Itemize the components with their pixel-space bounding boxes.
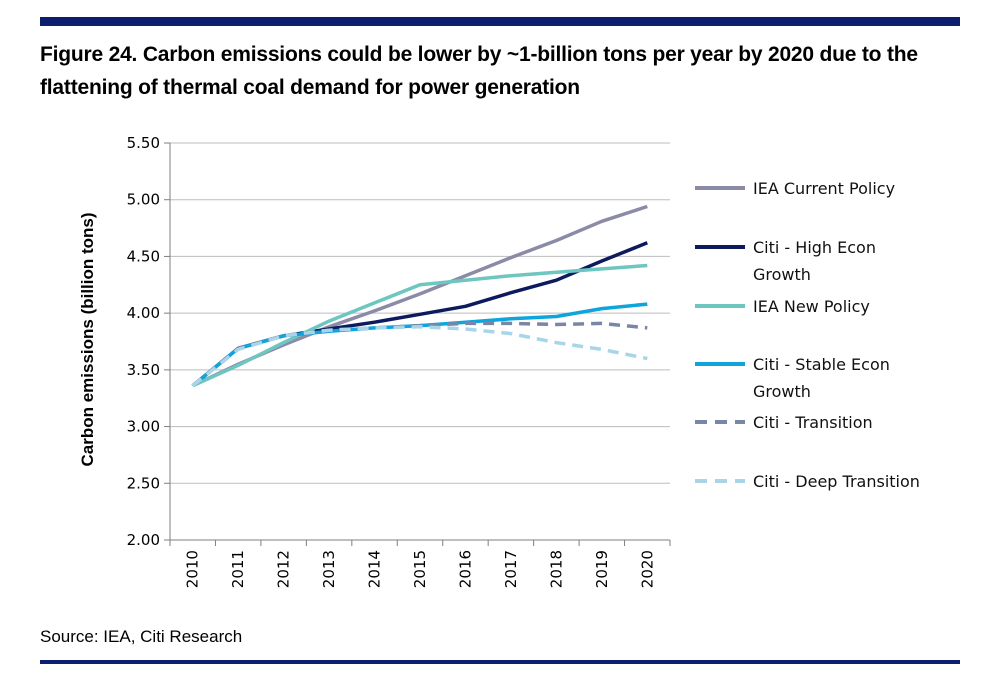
y-tick-label: 2.00 [127,531,160,549]
series-line [191,263,648,388]
legend-label: IEA Current Policy [753,179,895,198]
source-note: Source: IEA, Citi Research [40,627,243,646]
series-line [191,325,648,388]
y-tick-label: 3.00 [127,418,160,436]
x-tick-label: 2014 [366,550,384,588]
x-tick-label: 2017 [502,550,520,588]
y-tick-label: 4.50 [127,247,160,265]
figure-title: Figure 24. Carbon emissions could be low… [40,43,918,99]
legend-label: Growth [753,382,811,401]
bottom-rule [40,660,960,664]
x-tick-label: 2012 [275,550,293,588]
y-tick-label: 5.50 [127,134,160,152]
x-tick-label: 2018 [547,550,565,588]
y-tick-label: 5.00 [127,191,160,209]
y-axis-title: Carbon emissions (billion tons) [78,212,97,466]
legend-label: Citi - Deep Transition [753,472,920,491]
legend-label: IEA New Policy [753,297,870,316]
legend-label: Citi - Stable Econ [753,355,890,374]
x-tick-label: 2020 [638,550,656,588]
top-rule [40,17,960,26]
y-tick-label: 3.50 [127,361,160,379]
x-tick-label: 2019 [593,550,611,588]
legend-label: Citi - High Econ [753,238,876,257]
y-tick-label: 4.00 [127,304,160,322]
x-tick-label: 2016 [456,550,474,588]
x-tick-label: 2010 [184,550,202,588]
y-tick-label: 2.50 [127,474,160,492]
series-line [191,204,648,388]
x-tick-label: 2013 [320,550,338,588]
x-tick-label: 2015 [411,550,429,588]
x-tick-label: 2011 [229,550,247,588]
legend-label: Growth [753,265,811,284]
legend-label: Citi - Transition [753,413,873,432]
